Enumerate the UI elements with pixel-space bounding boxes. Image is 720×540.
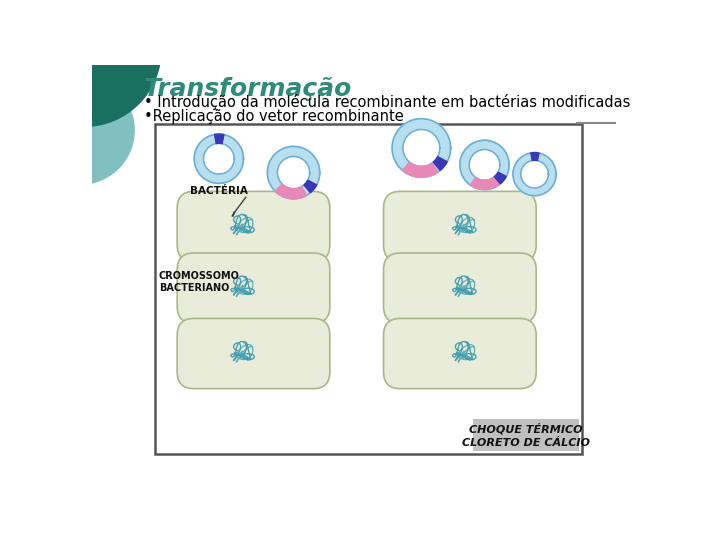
Polygon shape xyxy=(194,134,243,184)
Text: CROMOSSOMO
BACTERIANO: CROMOSSOMO BACTERIANO xyxy=(159,271,240,293)
FancyBboxPatch shape xyxy=(155,124,582,454)
Polygon shape xyxy=(531,153,539,160)
Polygon shape xyxy=(495,172,506,184)
FancyBboxPatch shape xyxy=(177,191,330,261)
Polygon shape xyxy=(277,157,310,189)
Text: • Introdução da molécula recombinante em bactérias modificadas: • Introdução da molécula recombinante em… xyxy=(144,94,631,110)
Polygon shape xyxy=(402,162,438,177)
Text: BACTÉRIA: BACTÉRIA xyxy=(190,186,248,195)
Text: Transformação: Transformação xyxy=(144,77,352,101)
FancyBboxPatch shape xyxy=(473,419,579,451)
FancyBboxPatch shape xyxy=(384,191,536,261)
Polygon shape xyxy=(521,160,549,188)
Polygon shape xyxy=(470,177,500,190)
FancyBboxPatch shape xyxy=(384,253,536,323)
Polygon shape xyxy=(460,140,509,190)
FancyBboxPatch shape xyxy=(384,319,536,389)
Polygon shape xyxy=(204,143,234,174)
FancyBboxPatch shape xyxy=(177,253,330,323)
Polygon shape xyxy=(403,130,440,166)
Polygon shape xyxy=(469,150,500,180)
Circle shape xyxy=(7,0,161,126)
Text: •Replicação do vetor recombinante: •Replicação do vetor recombinante xyxy=(144,109,404,124)
Polygon shape xyxy=(215,134,224,144)
Circle shape xyxy=(27,76,134,184)
Text: CHOQUE TÉRMICO
CLORETO DE CÁLCIO: CHOQUE TÉRMICO CLORETO DE CÁLCIO xyxy=(462,423,590,448)
Polygon shape xyxy=(304,180,317,193)
Polygon shape xyxy=(433,157,447,171)
FancyBboxPatch shape xyxy=(177,319,330,389)
Polygon shape xyxy=(392,119,451,177)
Polygon shape xyxy=(513,153,556,195)
Polygon shape xyxy=(275,184,307,199)
Polygon shape xyxy=(267,146,320,199)
